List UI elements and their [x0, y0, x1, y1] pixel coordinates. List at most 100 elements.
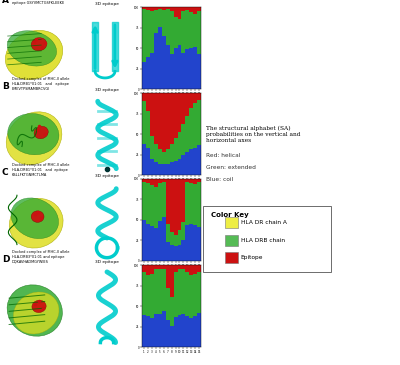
Bar	[197, 145, 201, 175]
Bar	[193, 7, 197, 14]
Bar	[158, 183, 162, 221]
Bar	[178, 230, 182, 245]
Bar	[186, 179, 189, 182]
Bar	[154, 265, 158, 269]
Bar	[174, 265, 178, 272]
Bar	[193, 148, 197, 175]
Bar	[154, 314, 158, 347]
Bar	[170, 232, 174, 245]
Bar	[166, 9, 170, 45]
Bar	[189, 7, 193, 12]
Bar	[197, 227, 201, 261]
Bar	[146, 275, 150, 316]
Bar	[150, 185, 154, 226]
Bar	[186, 10, 189, 49]
Bar	[150, 265, 154, 274]
Bar	[162, 311, 166, 347]
Bar	[162, 152, 166, 164]
Bar	[150, 159, 154, 175]
Bar	[178, 45, 182, 89]
Bar	[142, 101, 146, 144]
Bar	[186, 49, 189, 89]
Text: The structural alphabet (SA)
probabilities on the vertical and
horizontal axes: The structural alphabet (SA) probabiliti…	[206, 126, 300, 143]
Bar	[170, 162, 174, 175]
Bar	[154, 144, 158, 162]
Ellipse shape	[9, 198, 63, 248]
Bar	[189, 93, 193, 108]
Bar	[158, 149, 162, 164]
Bar	[174, 246, 178, 261]
Bar	[146, 224, 150, 261]
Bar	[158, 164, 162, 175]
Bar	[146, 183, 150, 224]
Bar	[174, 17, 178, 49]
Bar	[178, 19, 182, 45]
Bar	[150, 226, 154, 261]
Bar	[182, 265, 186, 269]
Bar	[170, 7, 174, 11]
Bar	[178, 179, 182, 230]
Bar	[178, 265, 182, 269]
Bar	[178, 93, 182, 132]
Text: HLA DR chain A: HLA DR chain A	[241, 220, 287, 225]
Bar	[189, 49, 193, 89]
Bar	[170, 11, 174, 54]
Bar	[162, 182, 166, 216]
Bar	[162, 93, 166, 152]
Bar	[166, 164, 170, 175]
Bar	[154, 33, 158, 89]
Bar	[170, 265, 174, 296]
Bar	[182, 53, 186, 89]
Bar	[162, 36, 166, 89]
Bar	[182, 124, 186, 155]
Bar	[193, 179, 197, 184]
Bar	[178, 245, 182, 261]
Bar	[146, 7, 150, 10]
Text: 3D epitope: 3D epitope	[95, 88, 119, 92]
Ellipse shape	[31, 38, 47, 51]
Ellipse shape	[6, 112, 62, 165]
Bar	[150, 11, 154, 53]
Text: Docked complex of MHC-II
allele HLA-DRB3*01:01   and
epitope GSYVMCTGSFKLEEKE: Docked complex of MHC-II allele HLA-DRB3…	[12, 0, 64, 5]
Ellipse shape	[13, 292, 59, 334]
Bar	[162, 7, 166, 10]
Bar	[174, 161, 178, 175]
Bar	[150, 53, 154, 89]
Bar	[189, 183, 193, 224]
Ellipse shape	[32, 300, 46, 312]
Bar	[174, 272, 178, 317]
Text: HLA DRB chain: HLA DRB chain	[241, 238, 285, 243]
Bar	[197, 100, 201, 145]
Text: 3D epitope: 3D epitope	[95, 2, 119, 6]
Bar	[162, 269, 166, 311]
Bar	[154, 7, 158, 10]
Bar	[186, 182, 189, 225]
Bar	[182, 222, 186, 240]
Bar	[193, 103, 197, 148]
Bar	[166, 45, 170, 89]
Bar	[170, 296, 174, 326]
Bar	[182, 269, 186, 314]
Bar	[166, 224, 170, 242]
Bar	[154, 179, 158, 187]
Bar	[170, 326, 174, 347]
Text: Red: helical: Red: helical	[206, 153, 240, 158]
Bar	[158, 314, 162, 347]
Bar	[150, 7, 154, 11]
Bar	[158, 7, 162, 9]
Bar	[189, 318, 193, 347]
Bar	[158, 9, 162, 27]
Bar	[186, 265, 189, 272]
Bar	[186, 7, 189, 10]
Bar	[189, 108, 193, 149]
Bar	[170, 245, 174, 261]
Bar	[189, 275, 193, 318]
Bar	[142, 93, 146, 101]
Bar	[162, 179, 166, 182]
Text: Docked complex of MHC-II allele
HLA-DRB3*01:01 and epitope
DQKAVHADMGYWIES: Docked complex of MHC-II allele HLA-DRB3…	[12, 250, 69, 264]
Bar	[197, 93, 201, 100]
Text: Green: extended: Green: extended	[206, 165, 256, 170]
Bar	[174, 7, 178, 17]
Bar	[158, 27, 162, 89]
Bar	[178, 269, 182, 315]
